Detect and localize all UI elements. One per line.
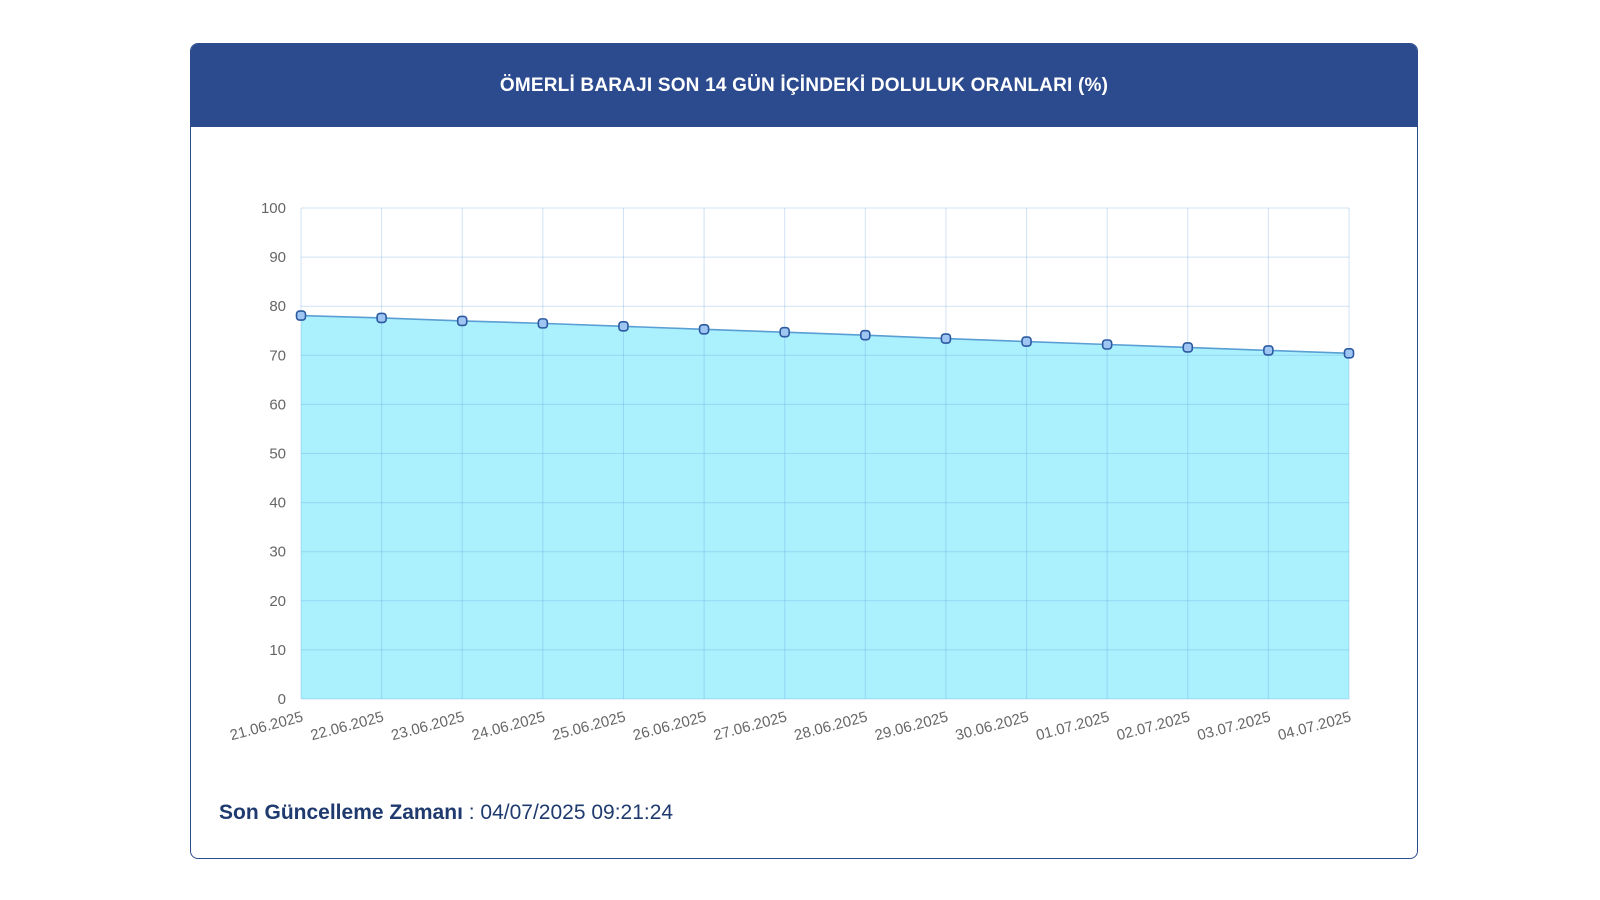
data-point [295,310,307,321]
y-tick-label: 10 [269,642,286,659]
y-tick-label: 60 [269,396,286,413]
series-line [300,314,1350,355]
data-point [376,312,387,324]
data-point [618,321,629,332]
x-tick-label: 01.07.2025 [1034,708,1111,744]
x-tick-label: 26.06.2025 [631,708,708,744]
data-point [456,315,468,327]
x-tick-label: 23.06.2025 [389,708,466,744]
data-point [698,323,710,335]
y-tick-label: 50 [269,446,286,463]
x-tick-label: 03.07.2025 [1196,708,1273,744]
y-tick-label: 40 [269,495,286,512]
fill-rate-chart: 0 10 20 30 40 50 60 70 80 90 100 21.06.2025 22.06.20… [228,200,1355,744]
data-point [1263,345,1274,356]
y-tick-label: 0 [278,691,286,708]
data-point [1182,342,1194,353]
data-point [537,318,549,329]
y-tick-label: 90 [269,249,286,266]
x-tick-label: 30.06.2025 [954,708,1031,744]
data-point [779,326,790,338]
chart-card: ÖMERLİ BARAJI SON 14 GÜN İÇİNDEKİ DOLULU… [190,43,1418,859]
y-tick-label: 20 [269,593,286,610]
data-point [1343,348,1355,359]
x-tick-label: 04.07.2025 [1276,708,1353,744]
y-tick-label: 70 [269,347,286,364]
chart-title: ÖMERLİ BARAJI SON 14 GÜN İÇİNDEKİ DOLULU… [191,44,1417,127]
last-update: Son Güncelleme Zamanı : 04/07/2025 09:21… [219,801,673,825]
x-tick-label: 22.06.2025 [309,708,386,744]
x-tick-label: 24.06.2025 [470,708,547,744]
x-tick-label: 27.06.2025 [712,708,789,744]
y-tick-label: 100 [261,200,286,217]
y-tick-label: 80 [269,298,286,315]
x-tick-label: 21.06.2025 [228,708,305,744]
last-update-value: 04/07/2025 09:21:24 [480,801,674,824]
x-tick-label: 25.06.2025 [551,708,628,744]
y-tick-label: 30 [269,544,286,561]
chart-area: 0 10 20 30 40 50 60 70 80 90 100 21.06.2025 22.06.20… [191,127,1417,787]
data-point [1101,339,1113,350]
data-point [1021,336,1032,347]
data-point [860,329,871,341]
area-fill [301,315,1349,699]
x-tick-label: 28.06.2025 [792,708,869,744]
last-update-separator: : [462,801,481,824]
x-tick-label: 02.07.2025 [1115,708,1192,744]
x-tick-label: 29.06.2025 [873,708,950,744]
data-point [940,333,952,344]
last-update-label: Son Güncelleme Zamanı [219,801,463,824]
